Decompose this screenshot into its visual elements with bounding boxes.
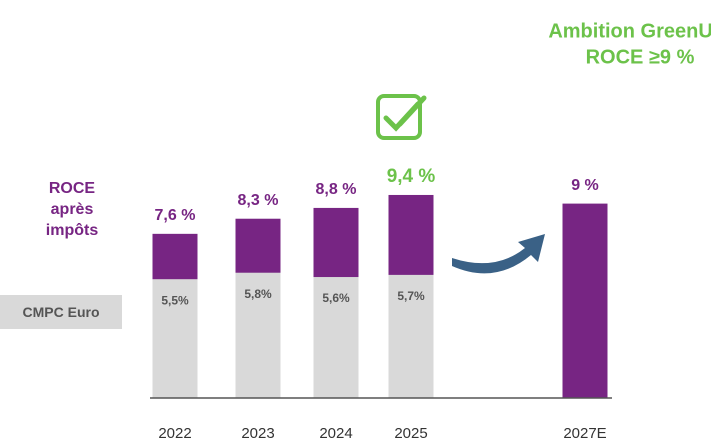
x-tick-label: 2025 xyxy=(394,425,427,442)
cmpc-bar xyxy=(313,277,359,398)
cmpc-label: 5,5% xyxy=(161,293,189,307)
check-icon xyxy=(376,94,427,140)
trend-arrow xyxy=(452,234,545,274)
roce-label: 8,8 % xyxy=(316,181,357,198)
x-tick-label: 2023 xyxy=(241,425,274,442)
cmpc-bar xyxy=(235,272,281,398)
legend-cmpc: CMPC Euro xyxy=(0,295,122,329)
legend-roce: ROCE après impôts xyxy=(45,180,99,239)
cmpc-label: 5,8% xyxy=(244,287,272,301)
chart-subtitle: ROCE ≥9 % xyxy=(586,46,695,68)
cmpc-label: 5,7% xyxy=(397,289,425,303)
chart-title: Ambition GreenUp: xyxy=(548,20,711,42)
roce-label: 9 % xyxy=(571,177,599,194)
roce-label: 9,4 % xyxy=(387,166,436,187)
x-tick-label: 2024 xyxy=(319,425,352,442)
cmpc-bar xyxy=(152,279,198,398)
x-tick-label: 2022 xyxy=(158,425,191,442)
roce-label: 8,3 % xyxy=(238,192,279,209)
roce-label: 7,6 % xyxy=(155,207,196,224)
roce-bar xyxy=(562,203,608,398)
x-tick-label: 2027E xyxy=(563,425,606,442)
cmpc-bar xyxy=(388,274,434,398)
cmpc-label: 5,6% xyxy=(322,291,350,305)
